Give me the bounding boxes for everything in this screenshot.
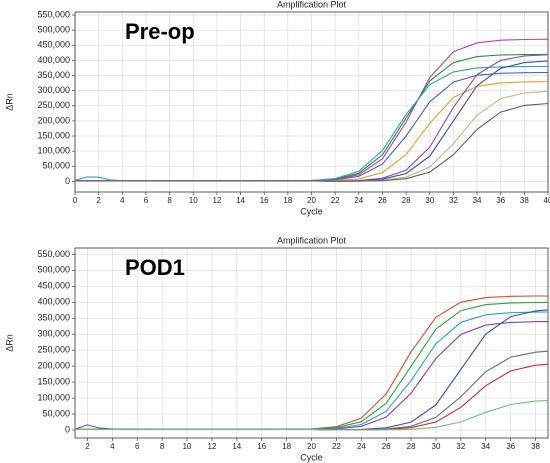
plot-frame [74,11,549,193]
chart-title: Amplification Plot [277,0,347,9]
x-tick-label: 34 [481,442,490,451]
y-tick-label: 50,000 [42,408,70,418]
x-tick-label: 0 [73,196,78,205]
y-tick-label: 150,000 [37,376,70,386]
x-tick-label: 30 [432,442,441,451]
chart-title: Amplification Plot [277,235,347,245]
y-tick-label: 400,000 [37,297,70,307]
x-tick-label: 10 [189,196,198,205]
y-tick-label: 0 [65,424,70,434]
x-tick-label: 6 [135,442,140,451]
x-tick-label: 2 [96,196,101,205]
x-tick-label: 8 [160,442,165,451]
y-tick-label: 350,000 [37,70,70,80]
y-axis-label: ΔRn [4,334,14,352]
x-tick-label: 20 [307,196,316,205]
x-tick-label: 8 [167,196,172,205]
x-tick-label: 22 [332,442,341,451]
x-tick-label: 10 [183,442,192,451]
y-tick-label: 400,000 [37,55,70,65]
x-axis-label: Cycle [300,452,323,462]
amplification-curve [75,399,548,431]
y-tick-label: 500,000 [37,265,70,275]
x-tick-label: 24 [354,196,363,205]
y-tick-label: 250,000 [37,100,70,110]
y-tick-label: 550,000 [37,249,70,259]
y-tick-label: 550,000 [37,9,70,19]
y-axis-label: ΔRn [4,93,14,111]
x-tick-label: 20 [307,442,316,451]
plot-frame [74,247,549,439]
x-tick-label: 26 [382,442,391,451]
x-axis-label: Cycle [300,206,323,216]
x-tick-label: 14 [236,196,245,205]
y-tick-label: 300,000 [37,329,70,339]
y-tick-label: 200,000 [37,115,70,125]
x-tick-label: 32 [449,196,458,205]
amplification-curve [75,65,548,182]
x-tick-label: 28 [407,442,416,451]
y-tick-label: 100,000 [37,146,70,156]
y-tick-label: 0 [65,176,70,186]
x-tick-label: 12 [207,442,216,451]
x-tick-label: 4 [120,196,125,205]
x-tick-label: 4 [110,442,115,451]
x-tick-label: 38 [520,196,529,205]
plot-annotation: Pre-op [125,19,195,44]
x-tick-label: 6 [144,196,149,205]
x-tick-label: 32 [456,442,465,451]
y-tick-label: 150,000 [37,130,70,140]
x-tick-label: 36 [496,196,505,205]
x-tick-label: 36 [506,442,515,451]
x-tick-label: 2 [85,442,90,451]
y-tick-label: 450,000 [37,281,70,291]
x-tick-label: 28 [402,196,411,205]
y-tick-label: 200,000 [37,361,70,371]
plot-annotation: POD1 [125,255,185,280]
y-tick-label: 500,000 [37,25,70,35]
x-tick-label: 22 [331,196,340,205]
x-tick-label: 30 [425,196,434,205]
x-tick-label: 24 [357,442,366,451]
y-tick-label: 50,000 [42,161,70,171]
y-tick-label: 100,000 [37,392,70,402]
x-tick-label: 34 [473,196,482,205]
x-tick-label: 16 [257,442,266,451]
y-tick-label: 300,000 [37,85,70,95]
x-tick-label: 12 [212,196,221,205]
x-tick-label: 16 [260,196,269,205]
y-tick-label: 350,000 [37,313,70,323]
x-tick-label: 18 [283,196,292,205]
x-tick-label: 26 [378,196,387,205]
x-tick-label: 40 [544,196,550,205]
y-tick-label: 450,000 [37,40,70,50]
x-tick-label: 18 [282,442,291,451]
amplification-curve [75,102,548,182]
x-tick-label: 14 [232,442,241,451]
x-tick-label: 38 [531,442,540,451]
y-tick-label: 250,000 [37,345,70,355]
